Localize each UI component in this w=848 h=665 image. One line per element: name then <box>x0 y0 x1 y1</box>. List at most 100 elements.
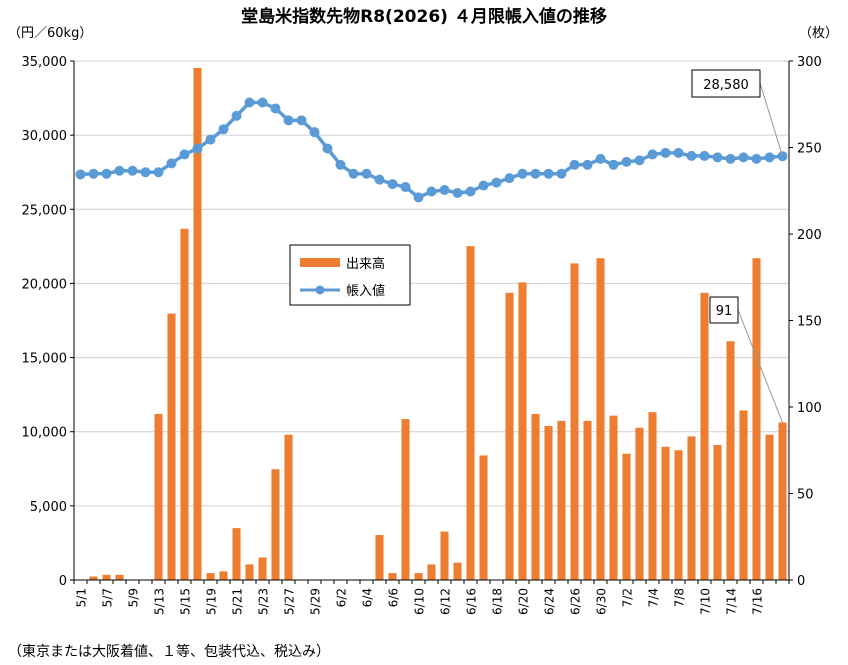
left-tick-label: 5,000 <box>30 500 67 515</box>
x-tick-label: 7/4 <box>647 588 661 607</box>
volume-bars <box>89 67 787 581</box>
volume-bar <box>752 258 761 580</box>
annotation-leader-price <box>759 82 783 157</box>
volume-bar <box>570 263 579 580</box>
volume-bar <box>258 557 267 580</box>
price-point <box>88 168 99 179</box>
x-tick-label: 6/20 <box>517 588 531 615</box>
volume-bar <box>466 246 475 581</box>
price-point <box>387 179 398 190</box>
volume-bar <box>453 562 462 580</box>
legend-swatch-marker <box>315 285 325 295</box>
x-tick-label: 6/12 <box>439 588 453 615</box>
price-point <box>270 103 281 114</box>
annotation-label-volume: 91 <box>716 304 733 319</box>
x-tick-label: 5/9 <box>127 588 141 607</box>
volume-bar <box>531 413 540 580</box>
right-axis-unit: （枚） <box>799 26 838 41</box>
volume-bar <box>687 436 696 580</box>
price-point <box>621 156 632 167</box>
x-tick-label: 6/30 <box>595 588 609 615</box>
volume-bar <box>102 574 111 580</box>
price-point <box>244 97 255 108</box>
volume-bar <box>375 535 384 580</box>
x-tick-label: 7/8 <box>673 588 687 607</box>
price-point <box>140 167 151 178</box>
volume-bar <box>414 573 423 580</box>
price-point <box>400 182 411 193</box>
price-point <box>764 152 775 163</box>
volume-bar <box>713 445 722 580</box>
volume-bar <box>778 422 787 580</box>
x-tick-label: 5/23 <box>257 588 271 615</box>
price-point <box>751 153 762 164</box>
x-tick-label: 5/21 <box>231 588 245 615</box>
left-axis-unit: （円／60kg） <box>8 26 92 41</box>
x-tick-label: 5/15 <box>179 588 193 615</box>
x-tick-label: 6/26 <box>569 588 583 615</box>
price-point <box>101 168 112 179</box>
volume-bar <box>609 415 618 580</box>
volume-bar <box>557 420 566 580</box>
volume-bar <box>154 413 163 580</box>
price-point <box>491 177 502 188</box>
right-tick-label: 200 <box>797 228 822 243</box>
volume-bar <box>388 573 397 580</box>
x-tick-label: 5/29 <box>309 588 323 615</box>
volume-bar <box>622 453 631 580</box>
x-tick-label: 5/1 <box>75 588 89 607</box>
price-point <box>348 168 359 179</box>
price-point <box>153 167 164 178</box>
price-point <box>582 159 593 170</box>
x-tick-label: 6/16 <box>465 588 479 615</box>
right-tick-label: 250 <box>797 142 822 157</box>
price-point <box>413 192 424 203</box>
gridlines <box>74 60 789 507</box>
price-point <box>426 186 437 197</box>
chart-title: 堂島米指数先物R8(2026) ４月限帳入値の推移 <box>241 6 607 27</box>
x-tick-label: 5/27 <box>283 588 297 615</box>
x-tick-label: 5/13 <box>153 588 167 615</box>
price-point <box>608 159 619 170</box>
volume-bar <box>726 341 735 580</box>
volume-bar <box>284 434 293 580</box>
volume-bar <box>479 455 488 580</box>
left-tick-label: 15,000 <box>22 352 68 367</box>
volume-bar <box>206 573 215 580</box>
price-point <box>218 124 229 135</box>
price-point <box>127 165 138 176</box>
price-point <box>452 187 463 198</box>
price-point <box>192 143 203 154</box>
volume-bar <box>271 469 280 580</box>
left-tick-label: 10,000 <box>22 426 68 441</box>
right-tick-label: 50 <box>797 488 814 503</box>
right-tick-label: 100 <box>797 401 822 416</box>
annotations: 28,580 91 <box>691 69 783 423</box>
x-tick-label: 6/4 <box>361 588 375 607</box>
volume-bar <box>596 258 605 580</box>
price-point <box>686 150 697 161</box>
price-point <box>283 115 294 126</box>
price-point <box>673 147 684 158</box>
x-tick-label: 5/19 <box>205 588 219 615</box>
volume-bar <box>700 292 709 580</box>
price-point <box>595 153 606 164</box>
x-tick-label: 6/18 <box>491 588 505 615</box>
volume-bar <box>765 434 774 580</box>
price-point <box>439 185 450 196</box>
price-point <box>205 134 216 145</box>
price-point <box>179 149 190 160</box>
x-tick-label: 6/6 <box>387 588 401 607</box>
legend: 出来高 帳入値 <box>289 244 411 306</box>
price-point <box>647 149 658 160</box>
price-point <box>257 97 268 108</box>
left-tick-label: 0 <box>59 574 67 589</box>
volume-bar <box>661 446 670 580</box>
annotation-leader-volume <box>737 309 783 423</box>
volume-bar <box>427 564 436 580</box>
left-tick-label: 20,000 <box>22 277 68 292</box>
volume-bar <box>635 427 644 580</box>
price-point <box>465 186 476 197</box>
volume-bar <box>167 313 176 580</box>
